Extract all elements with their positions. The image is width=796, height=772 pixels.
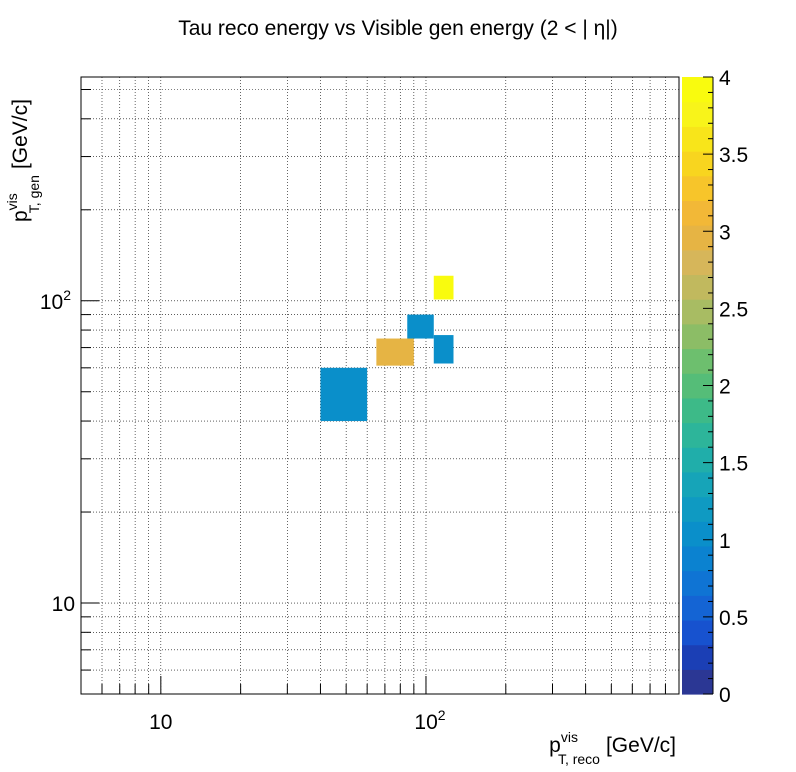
- heatmap-cell: [376, 338, 414, 366]
- y-axis-label-base: p: [9, 210, 32, 222]
- palette-swatch: [682, 471, 713, 498]
- palette-swatch: [682, 299, 713, 325]
- grid-lines: [80, 77, 680, 695]
- palette-swatch: [682, 126, 713, 152]
- colorbar-labels: 0 0.5 1 1.5 2 2.5 3 3.5 4: [703, 67, 748, 707]
- y-tick-label: 102: [40, 287, 71, 314]
- heatmap-cell: [407, 314, 434, 339]
- y-axis-label-sub: T, gen: [26, 175, 42, 213]
- y-tick-label-exponent: 2: [63, 287, 71, 303]
- y-axis-label: pvis T, gen [GeV/c]: [4, 99, 42, 222]
- heatmap-cell: [433, 275, 454, 300]
- palette-swatch: [682, 77, 713, 103]
- palette-swatch: [682, 521, 713, 547]
- palette-swatch: [682, 225, 713, 251]
- heatmap-cell: [433, 335, 454, 364]
- palette-swatch: [682, 249, 713, 276]
- x-tick-label-base: 10: [149, 711, 172, 734]
- palette-swatch: [682, 348, 713, 374]
- palette-swatch: [682, 545, 713, 572]
- palette-swatch: [682, 101, 713, 127]
- y-axis-label-unit: [GeV/c]: [9, 99, 32, 169]
- x-tick-label: 10: [149, 711, 172, 734]
- x-axis-label: pvis T, reco [GeV/c]: [549, 729, 676, 767]
- x-axis-label-unit: [GeV/c]: [606, 734, 676, 757]
- palette-swatch: [682, 200, 713, 226]
- x-axis-label-sub: T, reco: [558, 751, 600, 767]
- colorbar-label: 1.5: [719, 453, 748, 476]
- heatmap-cells: [320, 275, 454, 422]
- palette-swatch: [682, 175, 713, 201]
- heatmap-cell: [320, 367, 368, 422]
- colorbar-label: 0: [719, 684, 731, 707]
- palette-swatch: [682, 151, 713, 177]
- palette-swatch: [682, 447, 713, 473]
- palette-swatch: [682, 570, 713, 596]
- colorbar-label: 2.5: [719, 298, 748, 321]
- y-axis-label-sup: vis: [4, 193, 20, 210]
- colorbar-label: 4: [719, 67, 731, 90]
- x-tick-label: 102: [414, 707, 445, 734]
- x-tick-label-exponent: 2: [438, 707, 446, 723]
- palette-swatch: [682, 323, 713, 350]
- palette-swatch: [682, 644, 713, 670]
- y-tick-label: 10: [52, 593, 75, 616]
- palette-swatch: [682, 669, 713, 695]
- palette-swatch: [682, 397, 713, 424]
- plot-frame: [80, 76, 680, 695]
- palette-swatch: [682, 619, 713, 646]
- x-axis-label-base: p: [549, 734, 561, 757]
- x-tick-label-base: 10: [414, 711, 437, 734]
- colorbar-label: 3: [719, 221, 731, 244]
- colorbar-label: 1: [719, 530, 731, 553]
- x-tick-labels: 10 102: [149, 707, 446, 734]
- y-tick-label-base: 10: [40, 291, 63, 314]
- palette-swatch: [682, 595, 713, 621]
- palette-swatch: [682, 496, 713, 522]
- palette-swatch: [682, 274, 713, 300]
- y-tick-label-base: 10: [52, 593, 75, 616]
- palette-swatch: [682, 422, 713, 448]
- colorbar-label: 0.5: [719, 607, 748, 630]
- x-axis-label-sup: vis: [561, 729, 578, 745]
- chart-title: Tau reco energy vs Visible gen energy (2…: [178, 17, 618, 40]
- colorbar-label: 2: [719, 376, 731, 399]
- axis-ticks: [80, 89, 680, 695]
- colorbar-label: 3.5: [719, 144, 748, 167]
